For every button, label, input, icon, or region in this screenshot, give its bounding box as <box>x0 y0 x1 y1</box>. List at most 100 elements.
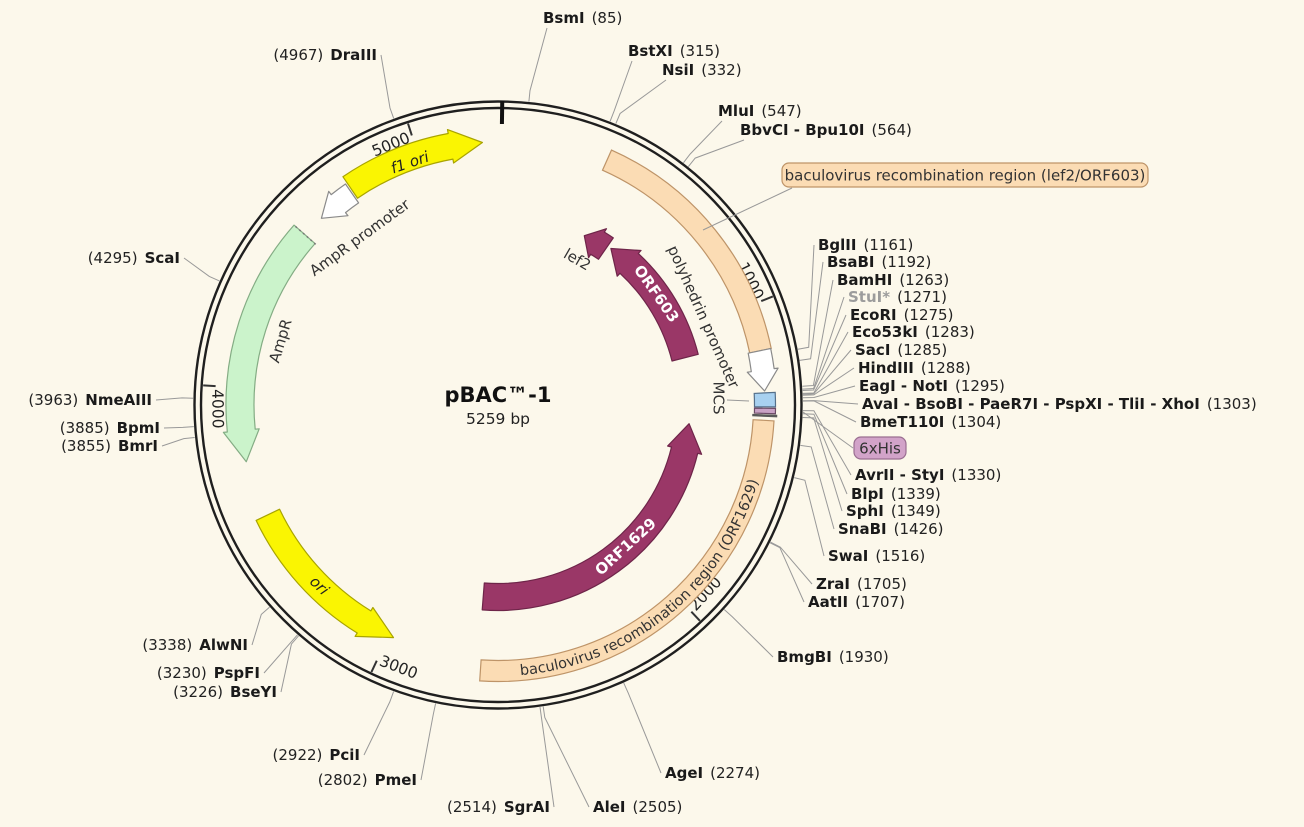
restriction-site-label: BmeT110I (1304) <box>860 413 1001 431</box>
restriction-site-label: (3230) PspFI <box>157 664 260 682</box>
site-leader-line <box>528 27 548 102</box>
restriction-site-label: EcoRI (1275) <box>850 306 953 324</box>
site-leader-line <box>163 426 194 429</box>
site-leader-line <box>251 606 270 646</box>
feature-orf1629-arrow <box>481 423 703 612</box>
site-leader-line <box>802 314 847 391</box>
restriction-site-label: SphI (1349) <box>846 502 941 520</box>
restriction-site-label: BstXI (315) <box>628 42 720 60</box>
site-leader-line <box>802 410 852 476</box>
restriction-site-label: (2922) PciI <box>273 746 361 764</box>
restriction-site-label: AvaI - BsoBI - PaeR7I - PspXI - TliI - X… <box>862 395 1257 413</box>
site-leader-line <box>802 367 855 396</box>
site-leader-line <box>539 707 555 808</box>
restriction-site-label: BsaBI (1192) <box>827 253 931 271</box>
restriction-site-label: HindIII (1288) <box>858 359 971 377</box>
mcs-leader-line <box>726 399 750 402</box>
plasmid-backbone-inner <box>199 106 797 704</box>
restriction-site-label: StuI* (1271) <box>848 288 947 306</box>
restriction-site-label: (3963) NmeAIII <box>28 391 152 409</box>
scale-tick <box>690 610 701 622</box>
site-leader-line <box>420 703 437 781</box>
site-leader-line <box>802 385 856 399</box>
site-leader-line <box>380 54 395 119</box>
restriction-site-label: (3338) AlwNI <box>142 636 248 654</box>
recomb-region-pill <box>781 162 1149 188</box>
recomb-region-pill-leader-line <box>702 187 793 231</box>
restriction-site-label: BglII (1161) <box>818 236 913 254</box>
restriction-site-label: AvrII - StyI (1330) <box>855 466 1001 484</box>
restriction-site-label: MluI (547) <box>718 102 802 120</box>
restriction-site-label: BamHI (1263) <box>837 271 949 289</box>
restriction-site-label: (3855) BmrI <box>61 437 158 455</box>
feature-ampr-arrow <box>222 224 316 463</box>
site-leader-line <box>799 261 824 361</box>
scale-tick <box>203 384 216 388</box>
site-leader-line <box>623 682 662 774</box>
feature-label-orf1629-arrow: ORF1629 <box>591 514 659 579</box>
his-tag-pill-text: 6xHis <box>859 440 901 458</box>
feature-label-ampr-promoter-arrow: AmpR promoter <box>306 195 414 280</box>
restriction-site-label: EagI - NotI (1295) <box>859 377 1005 395</box>
site-leader-line <box>802 400 857 423</box>
feature-ampr-promoter-arrow <box>320 183 360 219</box>
restriction-site-label: ZraI (1705) <box>816 575 907 593</box>
restriction-site-label: (3226) BseYI <box>173 683 277 701</box>
site-leader-line <box>802 413 848 495</box>
site-leader-line <box>155 397 194 401</box>
site-leader-line <box>542 706 590 808</box>
restriction-site-label: (2514) SgrAI <box>447 798 550 816</box>
restriction-site-label: BlpI (1339) <box>851 485 941 503</box>
site-leader-line <box>363 691 395 756</box>
site-leader-line <box>802 417 843 512</box>
site-leader-line <box>800 444 835 530</box>
feature-ori-arrow <box>255 508 395 639</box>
restriction-site-label: Eco53kI (1283) <box>852 323 975 341</box>
site-leader-line <box>794 477 825 557</box>
scale-tick <box>370 660 378 673</box>
restriction-site-label: (3885) BpmI <box>60 419 160 437</box>
site-leader-line <box>280 635 299 693</box>
site-leader-line <box>769 542 805 603</box>
restriction-site-label: SwaI (1516) <box>828 547 925 565</box>
restriction-site-label: AgeI (2274) <box>665 764 760 782</box>
feature-mcs-box <box>753 391 777 408</box>
site-leader-line <box>615 79 667 124</box>
restriction-site-label: AatII (1707) <box>808 593 905 611</box>
site-leader-line <box>802 331 849 394</box>
site-leader-line <box>797 244 815 350</box>
his-tag-pill <box>853 436 907 460</box>
restriction-site-label: SacI (1285) <box>855 341 947 359</box>
restriction-site-label: BsmI (85) <box>543 9 622 27</box>
scale-tick <box>407 123 413 136</box>
restriction-site-label: SnaBI (1426) <box>838 520 944 538</box>
site-leader-line <box>683 120 723 164</box>
site-leader-line <box>161 437 195 447</box>
site-leader-line <box>723 609 774 658</box>
mcs-label: MCS <box>710 382 728 415</box>
restriction-site-label: NsiI (332) <box>662 61 742 79</box>
feature-his-underline <box>752 413 778 418</box>
feature-orf603-arrow <box>610 247 699 362</box>
plasmid-backbone-outer <box>193 100 803 710</box>
feature-polyhedrin-promoter-arrow <box>746 347 779 392</box>
scale-tick-label: 4000 <box>208 389 227 429</box>
scale-tick <box>760 295 774 302</box>
site-leader-line <box>802 279 834 387</box>
recomb-region-pill-text: baculovirus recombination region (lef2/O… <box>785 167 1146 185</box>
site-leader-line <box>687 139 745 168</box>
feature-f1-ori-arrow <box>342 129 483 199</box>
site-leader-line <box>609 60 633 122</box>
site-leader-line <box>770 541 813 585</box>
restriction-site-label: BmgBI (1930) <box>777 648 889 666</box>
restriction-site-label: (4295) ScaI <box>88 249 180 267</box>
feature-recomb-region-2-arc <box>479 419 775 683</box>
feature-lef2-arrow <box>583 228 614 260</box>
restriction-site-label: (2802) PmeI <box>318 771 417 789</box>
feature-his-strip <box>753 407 777 415</box>
site-leader-line <box>263 634 298 674</box>
restriction-site-label: (4967) DraIII <box>273 46 377 64</box>
site-leader-line <box>183 257 220 282</box>
site-leader-line <box>802 296 845 390</box>
